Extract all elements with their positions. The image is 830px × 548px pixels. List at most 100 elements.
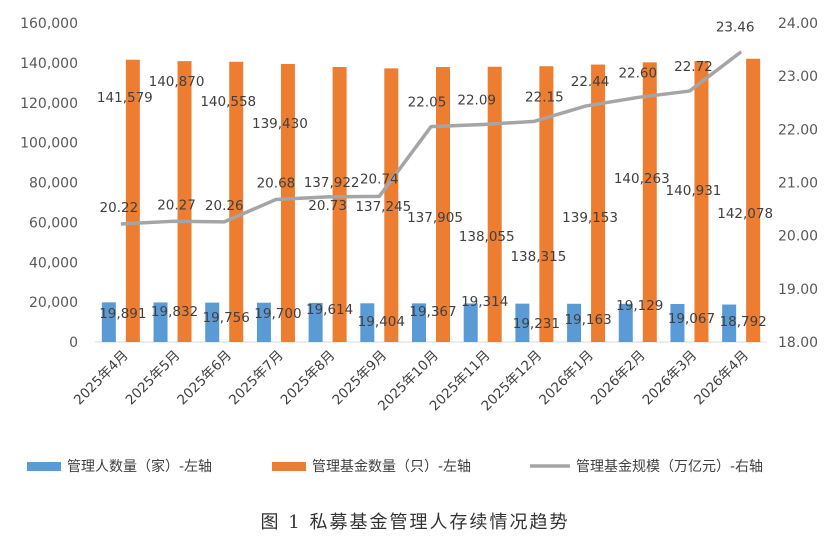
x-tick-label: 2026年4月: [691, 348, 752, 409]
chart: 0 20,000 40,000 60,000 80,000 100,000 120,000 1…: [20, 16, 818, 475]
x-tick-label: 2026年3月: [640, 348, 701, 409]
manager-count-bar: [463, 303, 478, 342]
fund-count-bar: [642, 62, 657, 342]
figure-caption: 图 1 私募基金管理人存续情况趋势: [260, 512, 570, 533]
right-tick-label: 23.00: [778, 69, 818, 85]
fund-count-label: 139,430: [252, 116, 308, 132]
manager-count-bar: [670, 303, 685, 342]
fund-scale-label: 20.74: [360, 171, 399, 187]
fund-count-bar: [539, 66, 554, 342]
x-tick-label: 2025年8月: [278, 348, 339, 409]
fund-count-bar: [591, 64, 606, 342]
left-tick-label: 160,000: [20, 16, 78, 32]
fund-scale-line: [120, 50, 743, 226]
right-tick-label: 22.00: [778, 122, 818, 138]
left-axis-ticks: 0 20,000 40,000 60,000 80,000 100,000 120,000 1…: [20, 16, 78, 351]
x-axis-tick-labels: 2025年4月2025年5月2025年6月2025年7月2025年8月2025年…: [71, 348, 752, 415]
fund-scale-label: 22.05: [408, 95, 447, 111]
fund-count-label: 140,263: [614, 171, 670, 187]
fund-count-bar: [694, 61, 709, 342]
right-tick-label: 20.00: [778, 229, 818, 245]
manager-count-label: 19,614: [306, 302, 353, 318]
manager-count-label: 19,891: [99, 306, 146, 322]
manager-count-bar: [101, 302, 116, 342]
fund-scale-label: 20.26: [205, 198, 244, 214]
fund-count-bar: [125, 59, 140, 342]
fund-count-label: 137,905: [407, 210, 463, 226]
fund-scale-label: 20.73: [308, 198, 347, 214]
right-tick-label: 24.00: [778, 16, 818, 32]
left-tick-label: 20,000: [29, 295, 78, 311]
fund-count-bar: [436, 67, 450, 342]
fund-count-bar: [177, 61, 192, 342]
manager-count-label: 19,367: [409, 304, 456, 320]
manager-count-label: 19,067: [668, 311, 715, 327]
manager-count-bar: [205, 302, 220, 342]
manager-count-bar: [722, 304, 737, 342]
left-tick-label: 80,000: [29, 176, 78, 192]
left-tick-label: 60,000: [29, 215, 78, 231]
fund-count-label: 138,055: [459, 229, 515, 245]
data-labels: 19,891 141,579 20.22 19,832 140,870 20.27 19,7…: [97, 20, 773, 332]
manager-count-bar: [256, 302, 271, 342]
left-tick-label: 100,000: [20, 136, 78, 152]
fund-count-label: 140,931: [666, 183, 722, 199]
manager-count-label: 19,129: [616, 298, 663, 314]
right-tick-label: 19.00: [778, 282, 818, 298]
right-axis-ticks: 18.00 19.00 20.00 21.00 22.00 23.00 24.00: [778, 16, 818, 351]
legend: 管理人数量（家）-左轴 管理基金数量（只）-左轴 管理基金规模（万亿元）-右轴: [27, 458, 763, 475]
fund-scale-label: 20.68: [257, 176, 296, 192]
fund-scale-label: 22.09: [457, 93, 496, 109]
fund-scale-label: 22.44: [571, 74, 610, 90]
fund-count-label: 137,922: [304, 175, 360, 191]
legend-swatch: [272, 462, 306, 471]
manager-count-bar: [567, 303, 582, 342]
fund-scale-label: 20.22: [100, 200, 139, 216]
left-tick-label: 120,000: [20, 96, 78, 112]
x-tick-label: 2025年4月: [71, 348, 132, 409]
manager-count-label: 19,832: [151, 304, 198, 320]
fund-count-bar: [229, 61, 244, 343]
fund-scale-label: 22.72: [674, 59, 713, 75]
manager-count-bar: [360, 303, 375, 342]
fund-count-bar: [280, 64, 295, 342]
manager-count-label: 19,314: [461, 294, 508, 310]
manager-count-bar: [618, 303, 633, 342]
fund-count-bar: [746, 58, 761, 342]
fund-count-bar: [332, 67, 347, 343]
fund-count-label: 140,558: [200, 94, 256, 110]
legend-label: 管理人数量（家）-左轴: [67, 458, 212, 475]
fund-count-label: 138,315: [510, 249, 566, 265]
fund-count-label: 140,870: [149, 74, 205, 90]
fund-count-label: 142,078: [717, 206, 773, 222]
manager-count-bar: [153, 302, 168, 342]
fund-count-label: 141,579: [97, 90, 153, 106]
left-tick-label: 40,000: [29, 255, 78, 271]
fund-scale-label: 23.46: [716, 20, 755, 36]
fund-scale-label: 20.27: [157, 197, 196, 213]
fund-scale-label: 22.15: [525, 89, 564, 105]
x-tick-label: 2025年7月: [226, 348, 287, 409]
left-tick-label: 140,000: [20, 56, 78, 72]
manager-count-bar: [515, 303, 530, 342]
fund-count-bar: [487, 66, 502, 343]
x-tick-label: 2025年6月: [174, 348, 235, 409]
manager-count-bar: [412, 303, 426, 342]
legend-swatch: [27, 462, 61, 471]
right-tick-label: 21.00: [778, 176, 818, 192]
bars: [101, 58, 761, 343]
manager-count-label: 19,163: [564, 312, 611, 328]
manager-count-label: 19,404: [358, 314, 405, 330]
fund-count-label: 139,153: [562, 210, 618, 226]
legend-label: 管理基金规模（万亿元）-右轴: [576, 458, 763, 475]
manager-count-label: 19,231: [513, 316, 560, 332]
manager-count-label: 19,756: [203, 310, 250, 326]
x-tick-label: 2026年2月: [588, 348, 649, 409]
manager-count-bar: [308, 302, 323, 342]
manager-count-label: 19,700: [254, 306, 301, 322]
fund-scale-label: 22.60: [618, 65, 657, 81]
fund-count-label: 137,245: [355, 199, 411, 215]
left-tick-label: 0: [69, 335, 78, 351]
manager-count-label: 18,792: [720, 314, 767, 330]
legend-label: 管理基金数量（只）-左轴: [312, 458, 471, 475]
